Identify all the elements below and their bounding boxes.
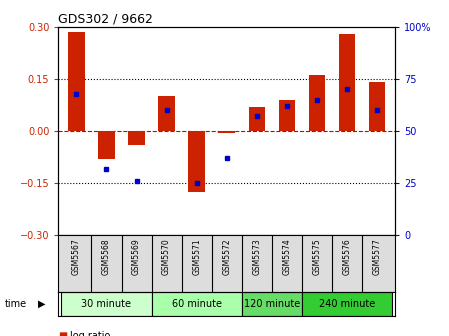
Text: 60 minute: 60 minute: [172, 299, 222, 309]
Text: GSM5577: GSM5577: [373, 238, 382, 275]
Text: 240 minute: 240 minute: [319, 299, 375, 309]
Bar: [242, 292, 302, 316]
Text: GDS302 / 9662: GDS302 / 9662: [58, 13, 153, 26]
Bar: [152, 292, 242, 316]
Bar: [128, 131, 145, 145]
Bar: [279, 100, 295, 131]
Bar: [189, 131, 205, 192]
Text: time: time: [4, 299, 26, 309]
Text: ▶: ▶: [38, 299, 46, 309]
Text: GSM5567: GSM5567: [72, 238, 81, 275]
Bar: [98, 131, 115, 159]
Text: GSM5570: GSM5570: [162, 238, 171, 275]
Text: GSM5573: GSM5573: [252, 238, 261, 275]
Text: 120 minute: 120 minute: [244, 299, 300, 309]
Text: GSM5571: GSM5571: [192, 238, 201, 275]
Bar: [219, 131, 235, 133]
Bar: [62, 292, 152, 316]
Text: ■: ■: [58, 331, 68, 336]
Text: GSM5575: GSM5575: [313, 238, 321, 275]
Bar: [339, 34, 355, 131]
Bar: [158, 96, 175, 131]
Bar: [308, 76, 325, 131]
Text: GSM5572: GSM5572: [222, 238, 231, 275]
Bar: [369, 82, 385, 131]
Text: log ratio: log ratio: [70, 331, 110, 336]
Text: GSM5568: GSM5568: [102, 238, 111, 275]
Bar: [68, 32, 85, 131]
Text: GSM5576: GSM5576: [343, 238, 352, 275]
Text: GSM5574: GSM5574: [282, 238, 291, 275]
Bar: [249, 107, 265, 131]
Text: 30 minute: 30 minute: [81, 299, 132, 309]
Bar: [302, 292, 392, 316]
Text: GSM5569: GSM5569: [132, 238, 141, 275]
